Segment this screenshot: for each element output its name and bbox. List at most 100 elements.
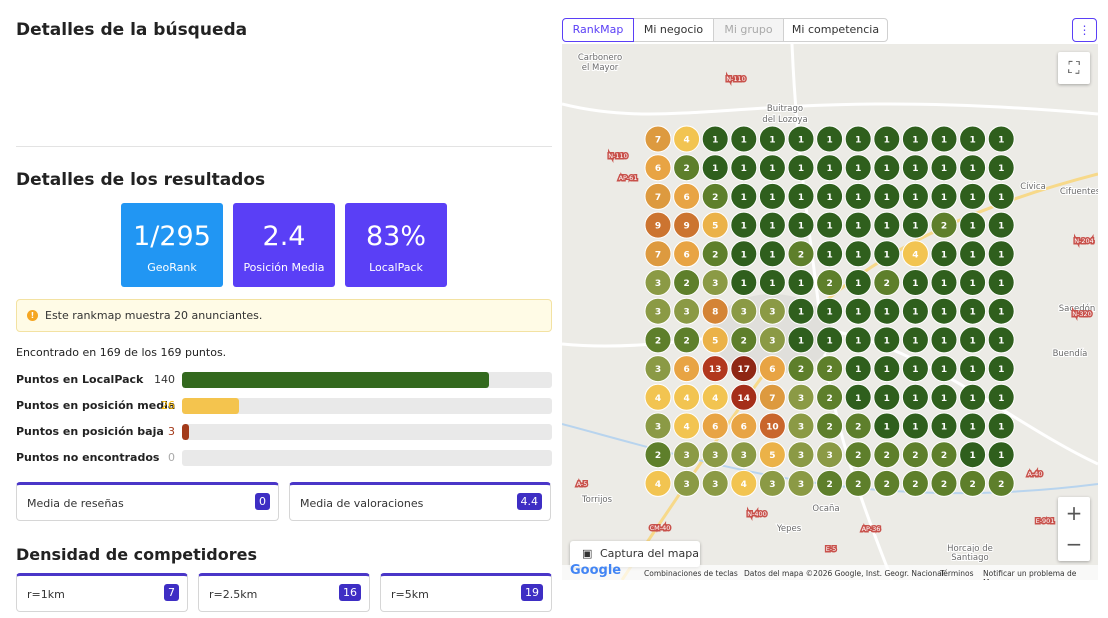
rank-point xyxy=(730,441,758,469)
place-label: el Mayor xyxy=(582,63,619,73)
rank-label: 1 xyxy=(912,336,918,346)
rank-label: 1 xyxy=(741,279,747,289)
rank-point xyxy=(787,125,815,153)
rank-point xyxy=(816,383,844,411)
density-card: r=5km 19 xyxy=(380,573,552,612)
rank-label: 2 xyxy=(912,480,918,490)
zoom-out[interactable]: − xyxy=(1065,532,1083,556)
map-footer xyxy=(562,565,1098,580)
rank-point xyxy=(787,182,815,210)
found-middle: de los xyxy=(124,346,157,359)
rank-point xyxy=(844,154,872,182)
rank-label: 2 xyxy=(683,336,689,346)
average-card: Media de valoraciones 4.4 xyxy=(289,482,551,521)
place-label: Buendía xyxy=(1053,349,1088,359)
rank-point xyxy=(959,326,987,354)
google-logo: Google xyxy=(570,563,622,578)
rank-point xyxy=(673,269,701,296)
rank-label: 1 xyxy=(826,250,832,260)
tab[interactable]: Mi negocio xyxy=(633,18,714,42)
rank-label: 1 xyxy=(798,308,804,318)
rank-point xyxy=(987,441,1015,469)
bar-value: 0 xyxy=(168,451,175,464)
rank-point xyxy=(987,383,1015,411)
fullscreen-button[interactable]: ⛶ xyxy=(1058,52,1090,84)
rank-point xyxy=(644,297,672,325)
rank-point xyxy=(873,182,901,210)
rank-label: 1 xyxy=(941,308,947,318)
rank-label: 14 xyxy=(738,394,751,404)
density-value: 16 xyxy=(339,584,361,601)
tab[interactable]: RankMap xyxy=(562,18,634,42)
rank-label: 1 xyxy=(741,164,747,174)
rank-point xyxy=(959,182,987,210)
rank-point xyxy=(873,441,901,469)
rank-point xyxy=(758,269,786,296)
rank-label: 2 xyxy=(855,423,861,433)
rank-point xyxy=(816,469,844,497)
rank-point xyxy=(959,412,987,440)
rank-point xyxy=(644,469,672,497)
rank-point xyxy=(758,326,786,354)
rank-label: 6 xyxy=(655,164,661,174)
rank-point xyxy=(644,154,672,182)
rank-label: 1 xyxy=(798,136,804,146)
rank-label: 1 xyxy=(798,222,804,232)
bar-value: 3 xyxy=(168,425,175,438)
map: Carbonero el Mayor N-110 Buitrago del Lozoya… xyxy=(562,44,1098,580)
rank-label: 2 xyxy=(884,451,890,461)
rank-point xyxy=(701,240,729,268)
rank-label: 1 xyxy=(969,394,975,404)
menu-button[interactable]: ⋮ xyxy=(1072,18,1097,42)
rank-label: 1 xyxy=(912,423,918,433)
rank-point xyxy=(959,297,987,325)
tab[interactable]: Mi competencia xyxy=(783,18,888,42)
rank-point xyxy=(673,182,701,210)
rank-point xyxy=(730,297,758,325)
rank-label: 2 xyxy=(855,480,861,490)
rank-point xyxy=(787,154,815,182)
rank-label: 1 xyxy=(798,164,804,174)
rank-label: 1 xyxy=(969,222,975,232)
rank-label: 1 xyxy=(941,423,947,433)
rank-label: 1 xyxy=(998,308,1004,318)
terms[interactable]: Términos xyxy=(940,569,974,578)
rank-point xyxy=(959,355,987,383)
rank-point xyxy=(873,412,901,440)
rank-point xyxy=(758,154,786,182)
shortcuts[interactable]: Combinaciones de teclas xyxy=(644,569,738,578)
density-value: 7 xyxy=(164,584,179,601)
rank-label: 5 xyxy=(712,336,718,346)
road-label: A-5 xyxy=(577,480,588,488)
rank-point xyxy=(730,182,758,210)
rank-label: 1 xyxy=(941,136,947,146)
rank-label: 2 xyxy=(884,279,890,289)
rank-point xyxy=(930,125,958,153)
capture-button[interactable]: ▣ Captura del mapa xyxy=(570,541,700,567)
rank-label: 13 xyxy=(709,365,722,375)
rank-label: 1 xyxy=(884,250,890,260)
report[interactable]: Notificar un problema de Maps xyxy=(983,569,1077,580)
rank-point xyxy=(987,412,1015,440)
rank-point xyxy=(959,469,987,497)
rank-label: 1 xyxy=(855,308,861,318)
rank-label: 4 xyxy=(683,394,689,404)
bar-label: Puntos en LocalPack xyxy=(16,373,144,386)
rank-label: 1 xyxy=(884,193,890,203)
average-label: Media de reseñas xyxy=(27,497,124,510)
bar-label: Puntos no encontrados xyxy=(16,451,160,464)
rank-label: 1 xyxy=(969,365,975,375)
place-label: Torrijos xyxy=(581,495,613,505)
rank-point xyxy=(959,125,987,153)
zoom-in[interactable]: + xyxy=(1065,501,1083,525)
rank-point xyxy=(930,240,958,268)
rank-point xyxy=(673,240,701,268)
rank-point xyxy=(930,441,958,469)
rank-point xyxy=(673,154,701,182)
rank-label: 1 xyxy=(712,136,718,146)
rank-point xyxy=(901,383,929,411)
place-label: Yepes xyxy=(776,524,802,534)
rank-point xyxy=(644,355,672,383)
rank-label: 1 xyxy=(998,250,1004,260)
